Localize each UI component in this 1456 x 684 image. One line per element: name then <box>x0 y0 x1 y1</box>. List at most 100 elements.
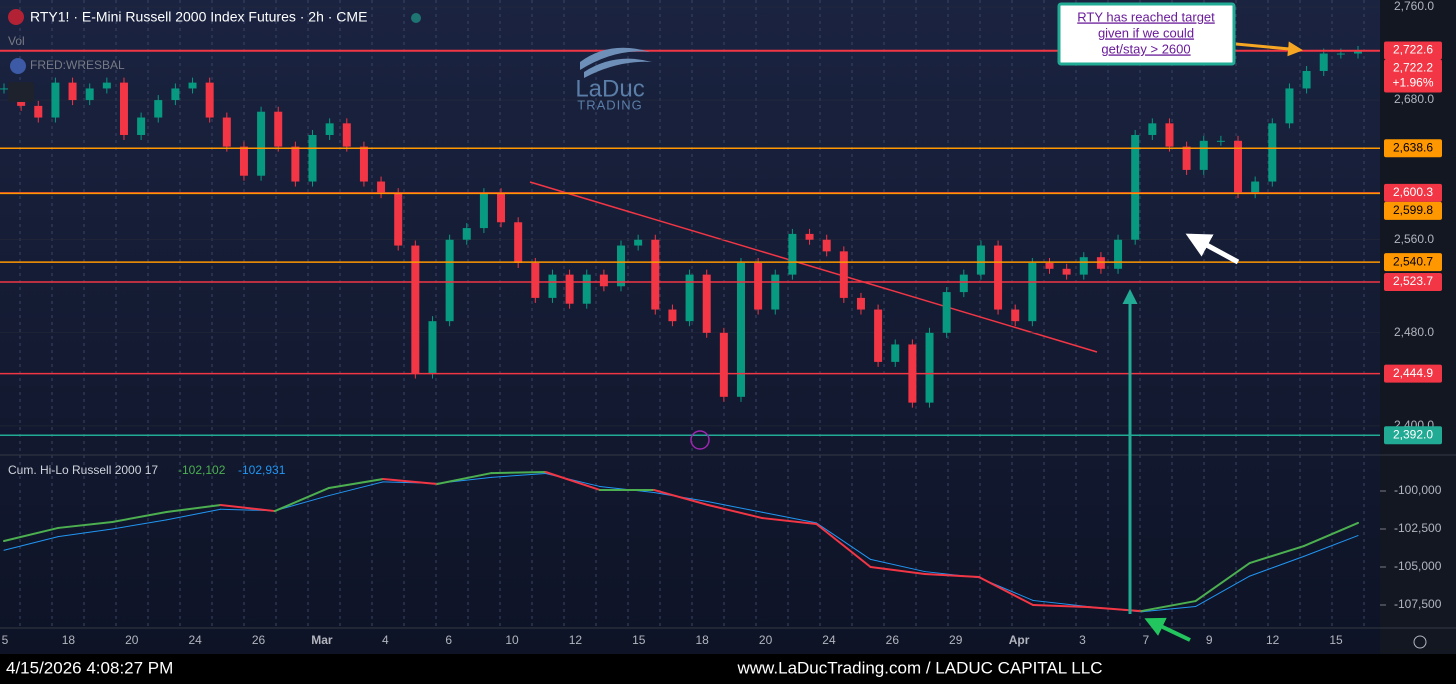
x-tick-label: 15 <box>1329 633 1343 647</box>
legend-value: -102,931 <box>238 463 286 477</box>
x-tick-label: 24 <box>822 633 836 647</box>
x-tick-label: Apr <box>1009 633 1030 647</box>
candle-body <box>1114 239 1123 269</box>
annotation-line: get/stay > 2600 <box>1101 41 1190 56</box>
arrow <box>1185 233 1240 265</box>
candle-body <box>394 193 403 246</box>
candle-body <box>154 100 163 118</box>
candle-body <box>1234 140 1243 194</box>
indicator-segment <box>1086 605 1143 613</box>
x-tick-label: 20 <box>125 633 139 647</box>
candle-body <box>582 274 591 304</box>
indicator-segment <box>870 558 926 573</box>
x-tick-label: 18 <box>696 633 710 647</box>
candle-body <box>1319 53 1328 71</box>
candle-body <box>651 239 660 310</box>
logo-subtext: TRADING <box>577 97 643 112</box>
indicator-segment <box>165 508 222 521</box>
indicator-segment <box>1195 575 1251 608</box>
indicator-segment <box>1303 535 1359 557</box>
level-label: 2,392.0 <box>1393 427 1433 441</box>
level-label: 2,444.9 <box>1393 366 1433 380</box>
x-tick-label: 15 <box>632 633 646 647</box>
annotation-line: given if we could <box>1098 25 1194 40</box>
x-tick-label: 26 <box>886 633 900 647</box>
indicator-title: Cum. Hi-Lo Russell 2000 17 <box>8 463 158 477</box>
annotation-box <box>1057 2 1236 66</box>
candle-body <box>976 245 985 275</box>
candle-body <box>531 262 540 298</box>
timestamp: 4/15/2026 4:08:27 PM <box>6 658 173 677</box>
candle-body <box>1285 88 1294 124</box>
candle-body <box>497 193 506 223</box>
y-tick-label: 2,760.0 <box>1394 0 1434 13</box>
candle-body <box>85 88 94 101</box>
level-tag <box>1384 253 1442 272</box>
candle-body <box>68 82 77 101</box>
candle-body <box>805 233 814 240</box>
candle-body <box>1302 70 1311 89</box>
candle-body <box>325 123 334 135</box>
collapse-button[interactable] <box>8 82 34 102</box>
indicator-segment <box>328 481 384 497</box>
candle-body <box>188 82 197 89</box>
candle-body <box>771 274 780 310</box>
level-tag <box>1384 139 1442 158</box>
y-tick-label: 2,560.0 <box>1394 232 1434 246</box>
logo-text: LaDuc <box>575 75 644 102</box>
logo-waves <box>580 47 652 78</box>
legend-value: -102,102 <box>178 463 226 477</box>
candle-body <box>239 146 248 176</box>
candle-body <box>1216 140 1225 142</box>
indicator-segment <box>111 510 168 524</box>
indicator-segment <box>327 477 385 489</box>
y-tick-label: 2,680.0 <box>1394 92 1434 106</box>
annotation-line: RTY has reached target <box>1077 9 1215 24</box>
candle-body <box>702 274 711 333</box>
candle-body <box>719 332 728 397</box>
candle-body <box>668 309 677 322</box>
overlay-label: FRED:WRESBAL <box>30 58 125 72</box>
x-tick-label: 20 <box>759 633 773 647</box>
y-tick-label: -100,000 <box>1394 483 1442 497</box>
level-tag <box>1384 41 1442 60</box>
x-tick-label: 26 <box>252 633 266 647</box>
indicator-segment <box>1194 562 1251 603</box>
candle-body <box>599 274 608 287</box>
y-tick-label: -105,000 <box>1394 559 1442 573</box>
settings-icon[interactable] <box>1413 635 1427 649</box>
indicator-segment <box>111 519 167 530</box>
x-tick-label: 7 <box>1143 633 1150 647</box>
chart-title: RTY1! · E-Mini Russell 2000 Index Future… <box>30 9 367 25</box>
indicator-segment <box>165 503 222 513</box>
indicator-segment <box>57 528 113 538</box>
indicator-segment <box>382 477 439 486</box>
candle-body <box>1336 53 1345 55</box>
candle-body <box>788 233 797 275</box>
candle-body <box>171 88 180 101</box>
flag-icon <box>10 58 26 74</box>
candle-body <box>822 239 831 252</box>
level-label: 2,638.6 <box>1393 140 1433 154</box>
candle-body <box>34 105 43 118</box>
candle-body <box>1251 181 1260 194</box>
indicator-segment <box>923 572 980 579</box>
indicator-segment <box>219 503 276 513</box>
candle-body <box>274 111 283 147</box>
level-label: 2,523.7 <box>1393 274 1433 288</box>
x-tick-label: 4 <box>382 633 389 647</box>
x-tick-label: 12 <box>569 633 583 647</box>
indicator-segment <box>1248 545 1305 565</box>
indicator-segment <box>869 566 926 575</box>
status-dot <box>411 13 421 23</box>
indicator-segment <box>815 522 872 569</box>
candle-body <box>137 117 146 135</box>
indicator-segment <box>3 536 59 551</box>
replay-icon[interactable] <box>690 430 710 450</box>
indicator-segment <box>707 503 764 520</box>
candle-body <box>1268 123 1277 182</box>
site-credit: www.LaDucTrading.com / LADUC CAPITAL LLC <box>737 658 1103 677</box>
candle-body <box>925 332 934 403</box>
level-tag <box>1384 59 1442 93</box>
change-label: +1.96% <box>1392 76 1433 90</box>
